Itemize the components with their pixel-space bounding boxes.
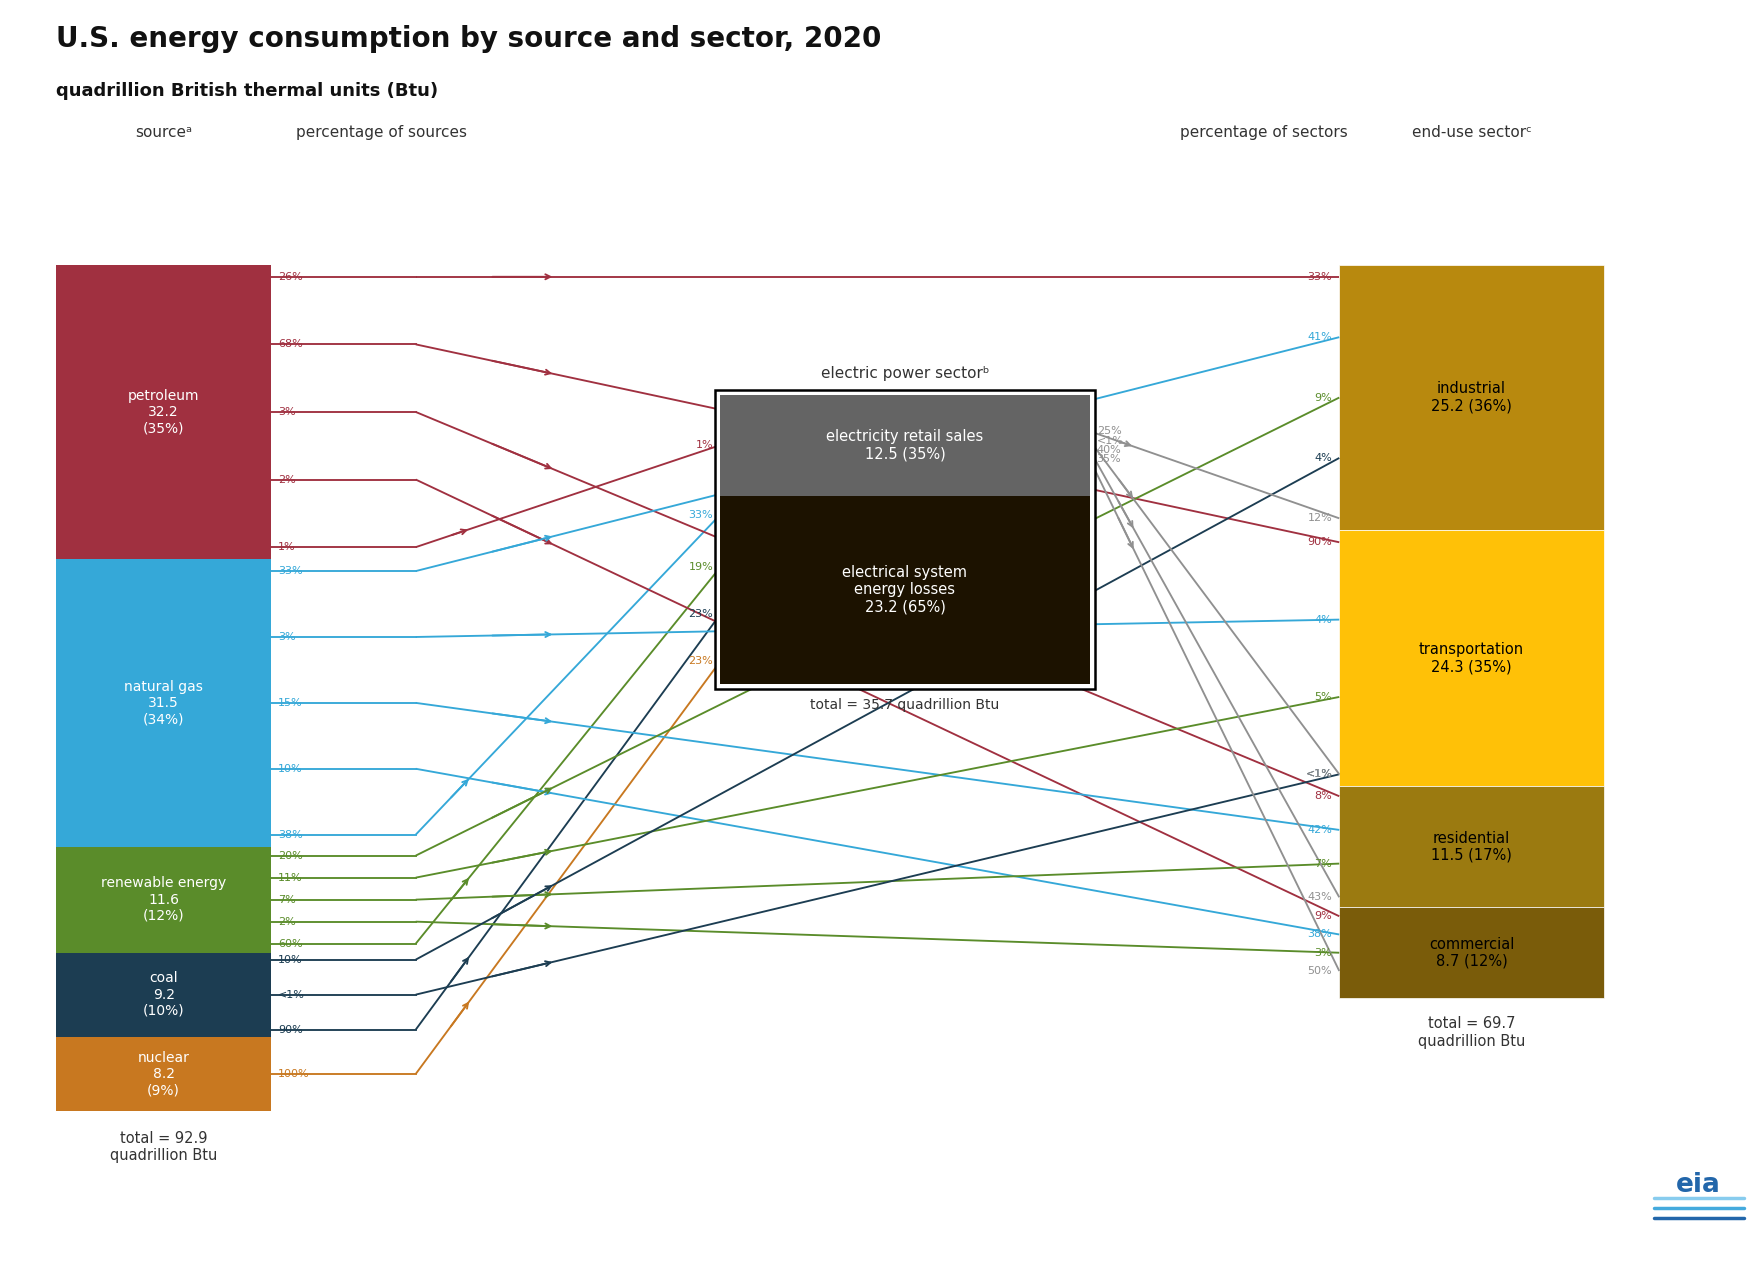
- Text: renewable energy
11.6
(12%): renewable energy 11.6 (12%): [101, 877, 226, 923]
- Text: nuclear
8.2
(9%): nuclear 8.2 (9%): [138, 1051, 189, 1098]
- Bar: [714, 390, 1094, 689]
- Text: 4%: 4%: [1314, 453, 1332, 463]
- Text: end-use sectorᶜ: end-use sectorᶜ: [1411, 126, 1531, 140]
- Text: electricity retail sales
12.5 (35%): electricity retail sales 12.5 (35%): [826, 429, 983, 462]
- Text: 38%: 38%: [1307, 929, 1332, 939]
- Text: 3%: 3%: [277, 407, 295, 418]
- Text: coal
9.2
(10%): coal 9.2 (10%): [143, 972, 185, 1018]
- Text: 43%: 43%: [1307, 892, 1332, 902]
- Bar: [56, 265, 272, 560]
- Text: percentage of sectors: percentage of sectors: [1178, 126, 1346, 140]
- Text: eia: eia: [1676, 1171, 1720, 1198]
- Text: 90%: 90%: [277, 1024, 303, 1034]
- Text: total = 92.9
quadrillion Btu: total = 92.9 quadrillion Btu: [109, 1131, 217, 1164]
- Text: 41%: 41%: [1307, 332, 1332, 343]
- Text: electrical system
energy losses
23.2 (65%): electrical system energy losses 23.2 (65…: [841, 565, 967, 614]
- Text: 3%: 3%: [1314, 948, 1332, 958]
- Bar: [1339, 787, 1603, 907]
- Text: 8%: 8%: [1314, 792, 1332, 801]
- Text: 90%: 90%: [1307, 537, 1332, 547]
- Bar: [1339, 530, 1603, 787]
- Text: quadrillion British thermal units (Btu): quadrillion British thermal units (Btu): [56, 82, 437, 100]
- Text: 5%: 5%: [1314, 692, 1332, 702]
- Text: 33%: 33%: [688, 510, 713, 519]
- Text: sourceᵃ: sourceᵃ: [136, 126, 192, 140]
- Text: <1%: <1%: [1095, 435, 1124, 445]
- Text: 33%: 33%: [1307, 272, 1332, 282]
- Text: commercial
8.7 (12%): commercial 8.7 (12%): [1429, 937, 1514, 970]
- Text: percentage of sources: percentage of sources: [296, 126, 467, 140]
- Text: transportation
24.3 (35%): transportation 24.3 (35%): [1418, 642, 1524, 675]
- Text: 100%: 100%: [277, 1068, 309, 1079]
- Text: 9%: 9%: [1314, 911, 1332, 921]
- Bar: [1339, 265, 1603, 530]
- Text: 20%: 20%: [277, 850, 303, 860]
- Text: 33%: 33%: [277, 566, 302, 576]
- Text: 40%: 40%: [1095, 445, 1120, 454]
- Text: 10%: 10%: [277, 764, 302, 774]
- Text: 11%: 11%: [277, 873, 302, 883]
- Bar: [720, 496, 1088, 684]
- Text: natural gas
31.5
(34%): natural gas 31.5 (34%): [123, 680, 203, 726]
- Text: 68%: 68%: [277, 339, 303, 349]
- Text: U.S. energy consumption by source and sector, 2020: U.S. energy consumption by source and se…: [56, 25, 882, 53]
- Bar: [56, 953, 272, 1037]
- Text: 7%: 7%: [1314, 859, 1332, 868]
- Text: 7%: 7%: [277, 895, 296, 905]
- Bar: [56, 846, 272, 953]
- Text: petroleum
32.2
(35%): petroleum 32.2 (35%): [127, 388, 199, 435]
- Text: 42%: 42%: [1307, 825, 1332, 835]
- Text: <1%: <1%: [1305, 769, 1332, 779]
- Text: 38%: 38%: [277, 830, 303, 840]
- Text: 10%: 10%: [277, 954, 302, 964]
- Text: 1%: 1%: [277, 542, 295, 552]
- Text: 3%: 3%: [277, 632, 295, 642]
- Text: 4%: 4%: [1314, 614, 1332, 624]
- Text: 35%: 35%: [1095, 454, 1120, 464]
- Text: industrial
25.2 (36%): industrial 25.2 (36%): [1431, 382, 1512, 414]
- Text: 23%: 23%: [688, 609, 713, 619]
- Text: <1%: <1%: [277, 990, 305, 1000]
- Text: 50%: 50%: [1307, 966, 1332, 976]
- Text: <1%: <1%: [1305, 769, 1332, 779]
- Text: total = 35.7 quadrillion Btu: total = 35.7 quadrillion Btu: [810, 698, 998, 712]
- Bar: [1339, 907, 1603, 999]
- Text: 9%: 9%: [1314, 392, 1332, 402]
- Bar: [56, 560, 272, 846]
- Text: total = 69.7
quadrillion Btu: total = 69.7 quadrillion Btu: [1416, 1016, 1524, 1048]
- Text: 19%: 19%: [688, 562, 713, 572]
- Text: 2%: 2%: [277, 475, 296, 485]
- Text: 23%: 23%: [688, 656, 713, 666]
- Text: 12%: 12%: [1307, 514, 1332, 523]
- Text: 60%: 60%: [277, 939, 302, 949]
- Text: 25%: 25%: [1095, 426, 1120, 437]
- Text: 26%: 26%: [277, 272, 303, 282]
- Bar: [720, 395, 1088, 496]
- Bar: [56, 1037, 272, 1112]
- Text: 1%: 1%: [695, 440, 713, 450]
- Text: 2%: 2%: [277, 916, 296, 926]
- Text: 15%: 15%: [277, 698, 302, 708]
- Text: electric power sectorᵇ: electric power sectorᵇ: [820, 365, 988, 381]
- Text: residential
11.5 (17%): residential 11.5 (17%): [1431, 830, 1512, 863]
